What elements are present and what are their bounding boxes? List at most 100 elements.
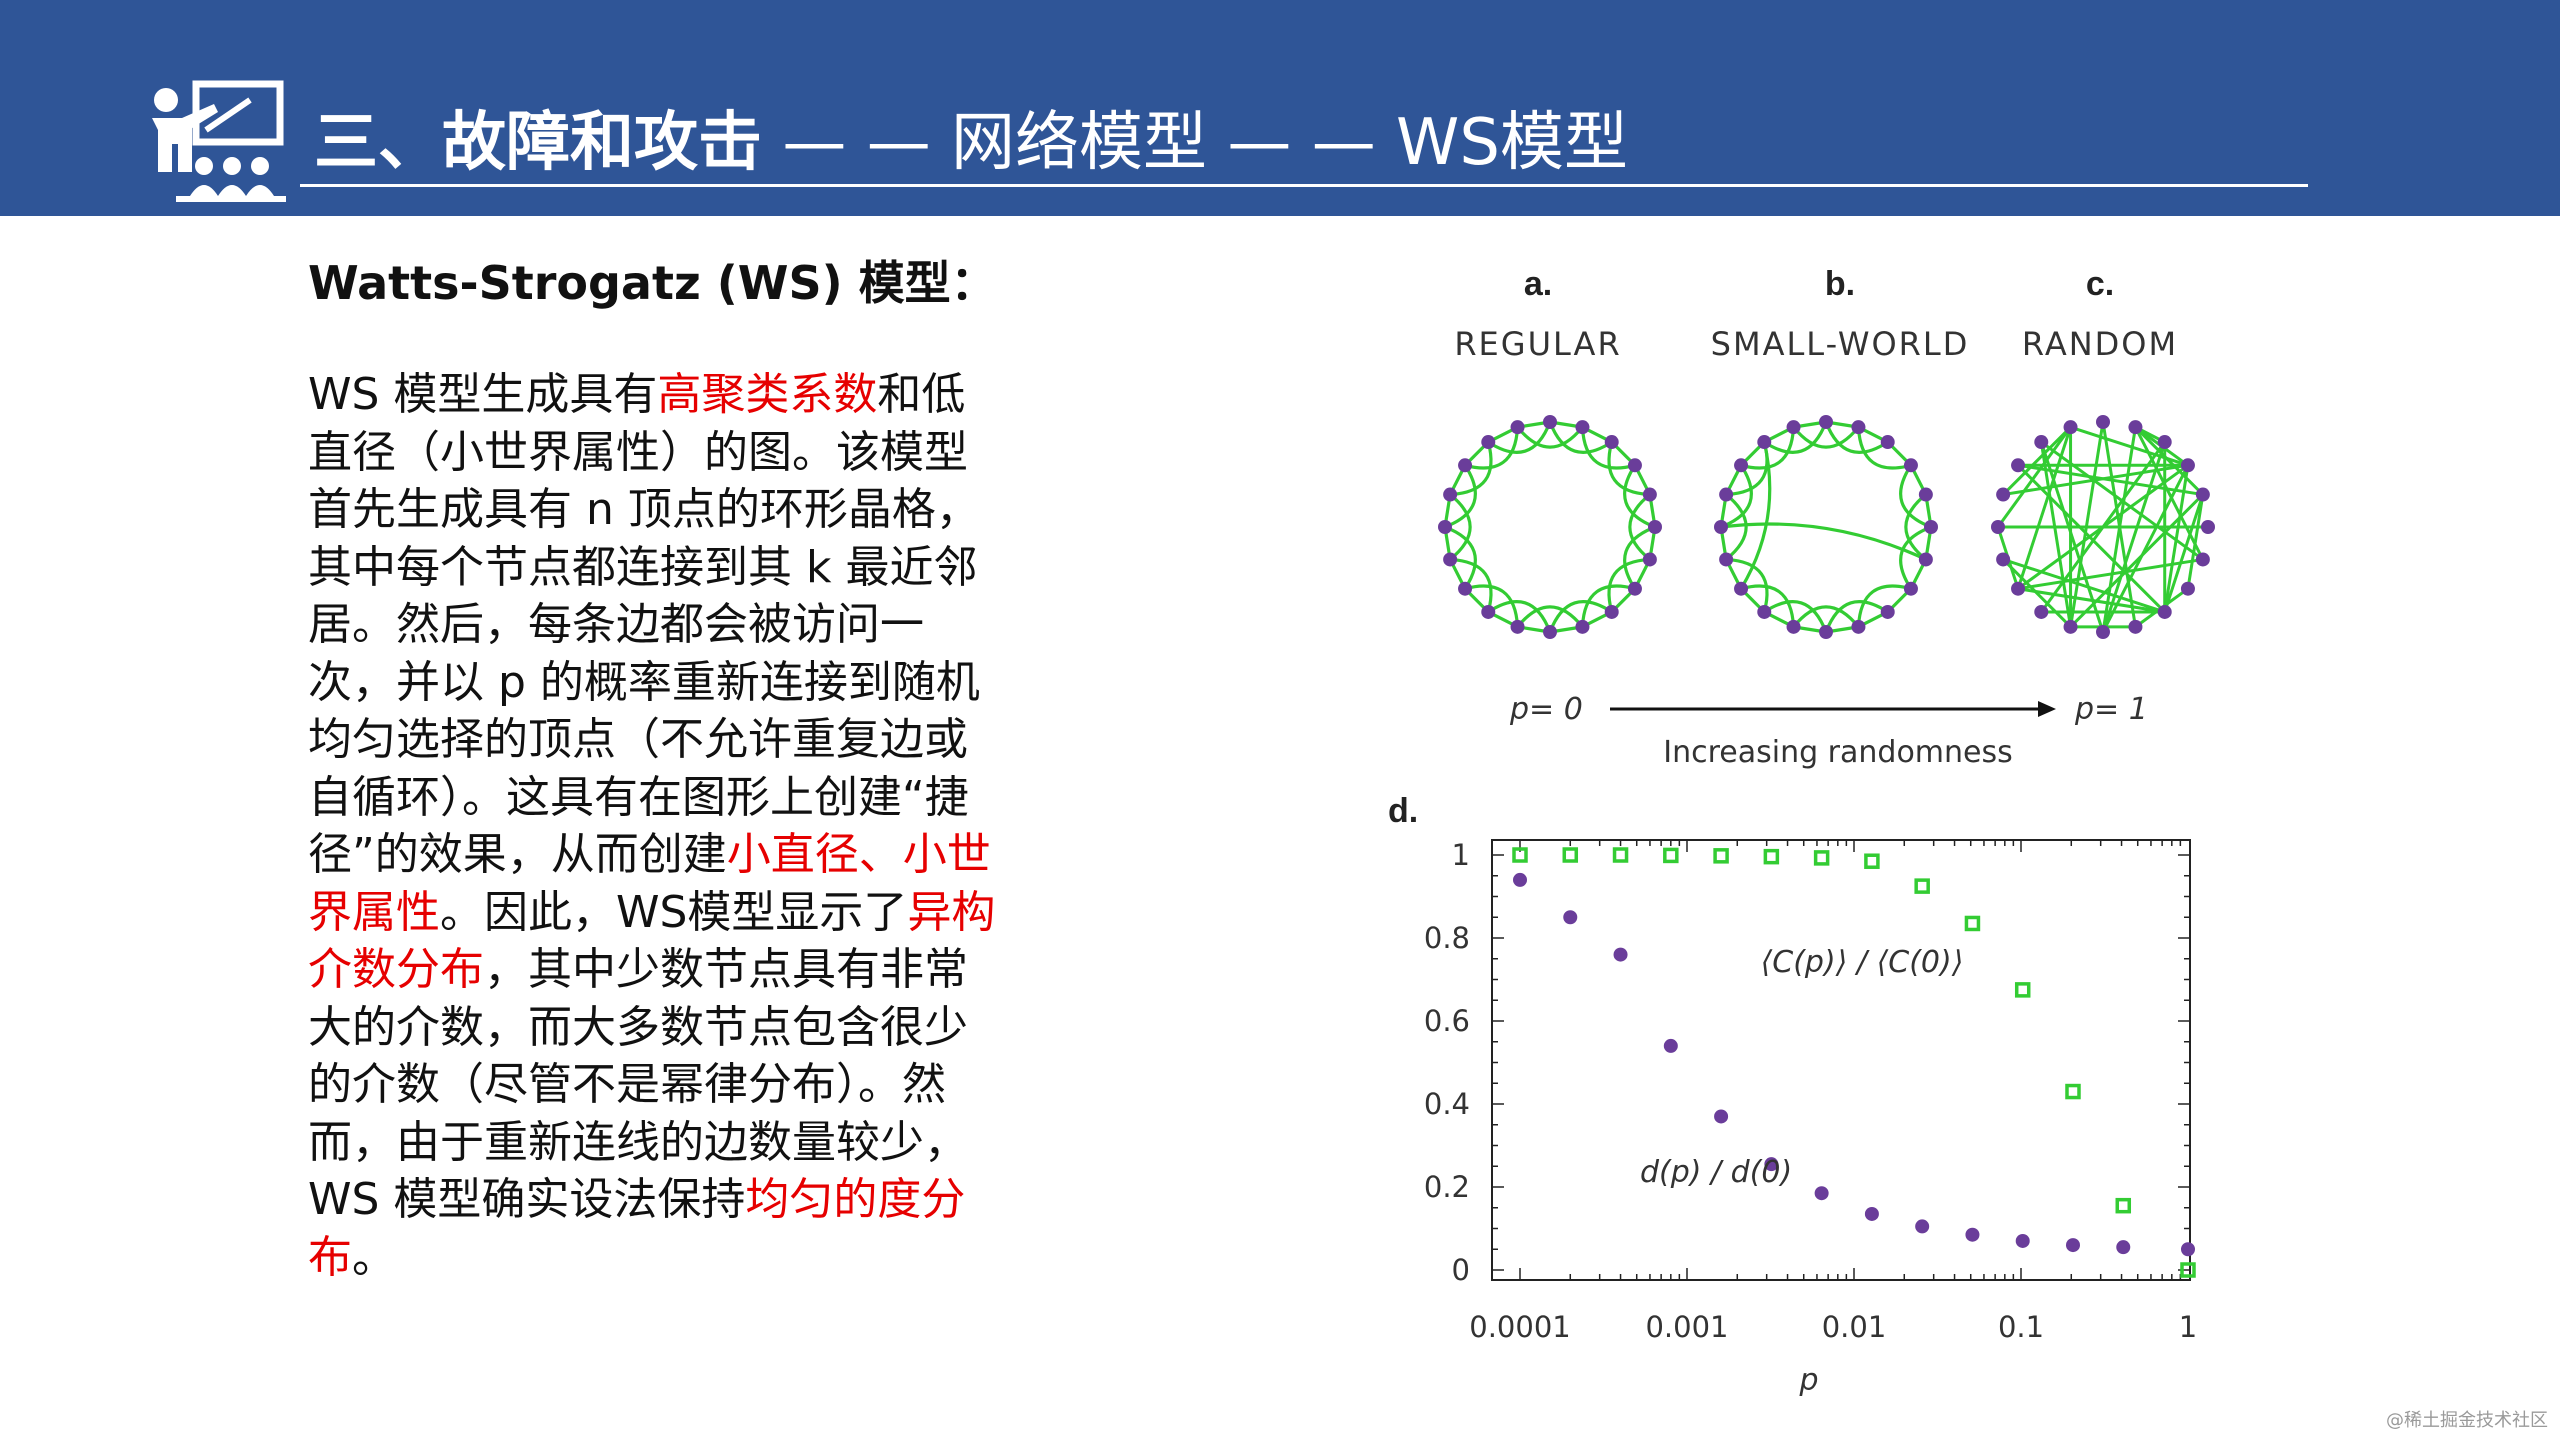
x-tick-label: 0.1 <box>1998 1310 2044 1344</box>
path-length-point <box>2116 1240 2131 1255</box>
network-node <box>1719 487 1734 502</box>
regular-ring-lattice <box>1438 415 1662 639</box>
network-node <box>2034 435 2049 450</box>
network-edge <box>1899 525 1932 590</box>
network-edge <box>2016 426 2072 590</box>
body-text-run: 。因此，WS模型显示了 <box>440 886 908 938</box>
path-length-point <box>1764 1157 1779 1172</box>
network-edge <box>2039 441 2105 633</box>
path-length-point <box>1814 1186 1829 1201</box>
network-edge <box>1899 464 1932 529</box>
network-edge <box>1487 421 1552 454</box>
network-node <box>2063 619 2078 634</box>
network-edge <box>1725 493 1748 561</box>
panel-name: REGULAR <box>1454 325 1621 363</box>
network-node <box>2180 458 2195 473</box>
network-node <box>1880 435 1895 450</box>
clustering-point <box>1914 878 1930 894</box>
network-edge <box>1824 421 1889 454</box>
y-tick-label: 0.8 <box>1424 921 1470 955</box>
network-node <box>2011 581 2026 596</box>
network-node <box>1543 625 1557 639</box>
network-node <box>1481 604 1496 619</box>
highlighted-phrase: 均匀的度分布 <box>308 1174 966 1283</box>
network-node <box>1714 520 1728 534</box>
clustering-point <box>1964 915 1981 932</box>
network-edge <box>2016 464 2166 614</box>
small-world-network <box>1714 415 1938 639</box>
path-length-point <box>1563 910 1578 925</box>
network-edge <box>1580 584 1636 627</box>
subtitle: Watts-Strogatz (WS) 模型： <box>308 256 997 310</box>
ratio-chart: d. 0.0001 0.001 0.01 0.1 1 0 0.2 0.4 0.6 0.8 1 p ⟨C(p… <box>1388 792 2197 1398</box>
network-edge <box>1580 427 1636 470</box>
body-text-run: 。 <box>352 1231 396 1283</box>
y-tick-label: 0 <box>1452 1253 1470 1287</box>
clustering-point <box>1562 847 1579 863</box>
random-network <box>1991 415 2215 639</box>
page-title: 三、故障和攻击 — — 网络模型 — — WS模型 <box>314 98 1628 188</box>
x-tick-label: 1 <box>2179 1310 2197 1344</box>
clustering-point <box>2115 1197 2132 1214</box>
ws-model-figure: a. REGULAR b. SMALL-WORLD c. RANDOM p= 0 p= 1… <box>1388 265 2215 1398</box>
panel-name: SMALL-WORLD <box>1711 325 1970 363</box>
network-node <box>1786 619 1801 634</box>
network-edge <box>1720 464 1753 529</box>
network-edge <box>1548 600 1613 633</box>
clustering-series <box>1512 847 2196 1278</box>
network-node <box>1510 420 1525 435</box>
title-bar: 三、故障和攻击 — — 网络模型 — — WS模型 <box>0 0 2560 216</box>
body-text-run: 和低直径（小世界属性）的图。该模型首先生成具有 n 顶点的环形晶格，其中每个节点… <box>308 369 980 880</box>
network-edge <box>2101 464 2190 633</box>
network-node <box>1996 487 2011 502</box>
clustering-point <box>1612 847 1629 863</box>
clustering-point <box>2180 1262 2196 1278</box>
network-edge <box>1720 522 1927 561</box>
title-section: 三、故障和攻击 <box>314 106 762 180</box>
network-node <box>1481 435 1496 450</box>
network-edge <box>1628 493 1651 561</box>
network-node <box>2201 520 2215 534</box>
network-node <box>2128 420 2143 435</box>
network-node <box>1510 619 1525 634</box>
network-node <box>2034 604 2049 619</box>
network-edge <box>1904 493 1927 561</box>
arrow-right-label: p= 1 <box>2074 692 2148 727</box>
clustering-point <box>2065 1083 2081 1100</box>
network-edge <box>1607 557 1650 613</box>
panel-letter: c. <box>2086 265 2114 303</box>
y-tick-label: 0.2 <box>1424 1170 1470 1204</box>
path-length-series <box>1513 872 2195 1257</box>
body-text-run: WS 模型生成具有 <box>308 369 658 420</box>
network-node <box>1851 619 1866 634</box>
path-length-point <box>1864 1206 1879 1221</box>
path-length-point <box>1965 1227 1980 1242</box>
network-node <box>1918 487 1933 502</box>
network-node <box>1819 415 1833 429</box>
network-node <box>1575 619 1590 634</box>
network-edge <box>2134 426 2205 561</box>
network-node <box>1819 625 1833 639</box>
network-node <box>1443 487 1458 502</box>
network-edge <box>2070 425 2189 467</box>
randomness-arrow: p= 0 p= 1 Increasing randomness <box>1509 692 2148 770</box>
network-edge <box>1623 525 1656 590</box>
network-node <box>2096 415 2110 429</box>
panel-letter: a. <box>1524 265 1552 303</box>
network-edge <box>1548 421 1613 454</box>
network-edge <box>1444 464 1477 529</box>
network-node <box>2011 458 2026 473</box>
network-edge <box>1450 441 1493 497</box>
y-tick-label: 0.6 <box>1424 1004 1470 1038</box>
path-length-point <box>1915 1219 1930 1234</box>
highlighted-phrase: 异构介数分布 <box>308 886 996 996</box>
network-edge <box>2039 441 2073 628</box>
arrow-left-label: p= 0 <box>1509 692 1583 727</box>
network-edge <box>2101 426 2137 633</box>
path-length-point <box>1513 872 1527 887</box>
network-edge <box>1740 427 1796 470</box>
clustering-series-label: ⟨C(p)⟩ / ⟨C(0)⟩ <box>1761 945 1964 980</box>
network-node <box>1734 458 1749 473</box>
highlighted-phrase: 小直径、小世界属性 <box>308 829 991 938</box>
path-length-point <box>1613 947 1628 962</box>
